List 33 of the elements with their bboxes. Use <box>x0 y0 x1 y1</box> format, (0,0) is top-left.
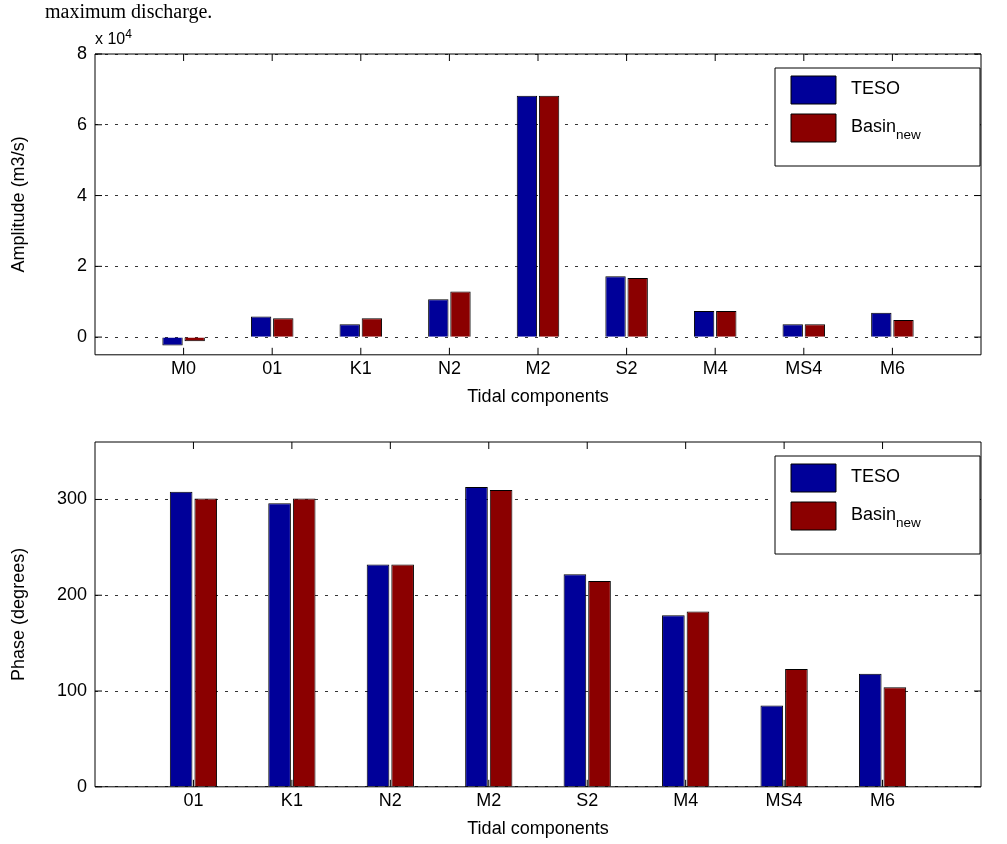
x-tick-label: S2 <box>615 357 638 378</box>
y-tick-label: 2 <box>76 255 87 276</box>
y-tick-label: 200 <box>56 584 87 605</box>
legend-label: TESO <box>851 466 901 486</box>
y-tick-label: 4 <box>76 184 87 205</box>
x-axis-title: Tidal components <box>467 386 609 407</box>
y-axis-title: Phase (degrees) <box>7 547 28 681</box>
text: maximum discharge. <box>45 0 213 23</box>
x-tick-label: M6 <box>870 789 896 810</box>
x-tick-label: M2 <box>525 357 551 378</box>
x-tick-label: 01 <box>183 789 204 810</box>
y-tick-label: 300 <box>56 488 87 509</box>
x-tick-label: M0 <box>171 357 197 378</box>
y-tick-label: 100 <box>56 679 87 700</box>
y-tick-label: 8 <box>76 42 87 63</box>
x-tick-label: K1 <box>349 357 372 378</box>
y-tick-label: 0 <box>76 775 87 796</box>
x-tick-label: MS4 <box>785 357 823 378</box>
x-tick-label: M2 <box>476 789 502 810</box>
x-tick-label: N2 <box>437 357 461 378</box>
y-tick-label: 0 <box>76 326 87 347</box>
x-tick-label: M4 <box>702 357 728 378</box>
x-axis-title: Tidal components <box>467 818 609 839</box>
x-tick-label: S2 <box>576 789 599 810</box>
legend-label: TESO <box>851 78 901 98</box>
x-tick-label: MS4 <box>765 789 803 810</box>
x-tick-label: K1 <box>280 789 303 810</box>
x-tick-label: N2 <box>378 789 402 810</box>
x-tick-label: 01 <box>262 357 283 378</box>
x-tick-label: M4 <box>673 789 699 810</box>
y-tick-label: 6 <box>76 113 87 134</box>
y-axis-title: Amplitude (m3/s) <box>7 136 28 273</box>
x-tick-label: M6 <box>879 357 905 378</box>
